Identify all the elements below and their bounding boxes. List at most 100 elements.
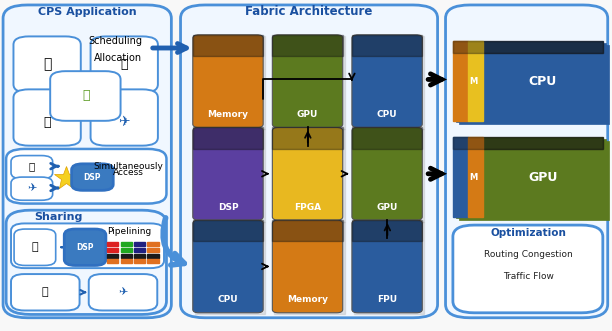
Text: ✈: ✈ xyxy=(27,183,37,193)
Text: Pipelining: Pipelining xyxy=(107,227,151,236)
Bar xyxy=(453,137,468,217)
Bar xyxy=(456,43,606,122)
Bar xyxy=(193,220,263,241)
Bar xyxy=(272,127,343,149)
Bar xyxy=(195,129,265,222)
Bar xyxy=(121,254,132,258)
Bar xyxy=(107,254,118,258)
Bar xyxy=(147,248,159,252)
Text: Access: Access xyxy=(113,167,144,177)
Bar xyxy=(453,41,603,53)
Text: Traffic Flow: Traffic Flow xyxy=(502,272,554,281)
Text: 🏙: 🏙 xyxy=(32,242,38,252)
FancyBboxPatch shape xyxy=(272,35,343,127)
FancyBboxPatch shape xyxy=(6,149,166,204)
FancyBboxPatch shape xyxy=(352,220,422,313)
Text: 🏙: 🏙 xyxy=(29,161,35,171)
Text: GPU: GPU xyxy=(297,110,318,119)
Text: FPGA: FPGA xyxy=(294,203,321,212)
Bar xyxy=(354,36,424,129)
FancyBboxPatch shape xyxy=(352,35,422,127)
Text: ✈: ✈ xyxy=(119,114,130,128)
Bar xyxy=(147,242,159,246)
Bar xyxy=(453,137,603,149)
Text: Memory: Memory xyxy=(287,295,328,304)
FancyArrowPatch shape xyxy=(163,218,184,265)
Bar xyxy=(352,35,422,56)
FancyBboxPatch shape xyxy=(272,127,343,220)
FancyBboxPatch shape xyxy=(14,229,56,265)
Text: ✈: ✈ xyxy=(118,287,128,297)
Bar xyxy=(352,127,422,149)
Text: Allocation: Allocation xyxy=(94,53,142,63)
Text: CPS Application: CPS Application xyxy=(37,7,136,17)
Bar xyxy=(354,129,424,222)
Text: CPU: CPU xyxy=(218,295,238,304)
FancyBboxPatch shape xyxy=(193,220,263,313)
Text: 🏙: 🏙 xyxy=(42,287,48,297)
Bar xyxy=(456,139,606,218)
FancyBboxPatch shape xyxy=(91,89,158,146)
Bar xyxy=(274,222,345,314)
Bar xyxy=(147,259,159,263)
FancyBboxPatch shape xyxy=(6,210,166,314)
Text: Sharing: Sharing xyxy=(34,212,83,222)
FancyBboxPatch shape xyxy=(11,274,80,310)
Bar xyxy=(453,41,603,53)
Bar xyxy=(195,36,265,129)
Bar xyxy=(134,242,145,246)
Bar xyxy=(352,220,422,241)
Bar xyxy=(121,259,132,263)
FancyBboxPatch shape xyxy=(64,229,106,265)
FancyBboxPatch shape xyxy=(50,71,121,121)
Bar xyxy=(274,129,345,222)
Bar xyxy=(147,254,159,258)
Bar xyxy=(134,248,145,252)
Text: M: M xyxy=(470,172,478,182)
Bar xyxy=(453,41,468,121)
Text: M: M xyxy=(470,76,478,86)
Bar xyxy=(272,35,343,56)
Text: Scheduling: Scheduling xyxy=(88,36,142,46)
Bar xyxy=(453,137,603,149)
Text: FPU: FPU xyxy=(377,295,397,304)
Text: 🏥: 🏥 xyxy=(43,116,51,129)
Bar xyxy=(193,35,263,56)
Text: Simultaneously: Simultaneously xyxy=(94,162,163,171)
Text: Memory: Memory xyxy=(207,110,248,119)
Text: 🏭: 🏭 xyxy=(43,58,51,71)
FancyBboxPatch shape xyxy=(89,274,157,310)
Bar xyxy=(453,41,603,121)
FancyBboxPatch shape xyxy=(272,220,343,313)
FancyBboxPatch shape xyxy=(13,36,81,93)
Text: CPU: CPU xyxy=(529,74,557,88)
Text: Routing Congestion: Routing Congestion xyxy=(483,250,573,260)
FancyBboxPatch shape xyxy=(3,5,171,318)
Text: CPU: CPU xyxy=(377,110,397,119)
Bar xyxy=(107,242,118,246)
FancyBboxPatch shape xyxy=(11,156,53,179)
Bar xyxy=(468,41,483,121)
Bar xyxy=(354,222,424,314)
FancyBboxPatch shape xyxy=(446,5,608,318)
Text: DSP: DSP xyxy=(218,203,238,212)
FancyBboxPatch shape xyxy=(181,5,438,318)
Bar xyxy=(468,137,483,217)
Bar xyxy=(121,248,132,252)
FancyBboxPatch shape xyxy=(13,89,81,146)
FancyBboxPatch shape xyxy=(11,177,53,200)
Text: 🚗: 🚗 xyxy=(82,89,89,103)
Bar xyxy=(453,137,603,217)
FancyBboxPatch shape xyxy=(193,127,263,220)
Text: Optimization: Optimization xyxy=(490,228,566,238)
FancyBboxPatch shape xyxy=(453,225,603,313)
Bar xyxy=(459,45,609,124)
Bar xyxy=(121,242,132,246)
Text: GPU: GPU xyxy=(528,170,558,184)
Text: 🏙: 🏙 xyxy=(121,58,128,71)
Text: Fabric Architecture: Fabric Architecture xyxy=(245,5,373,18)
FancyBboxPatch shape xyxy=(72,164,113,190)
Bar xyxy=(274,36,345,129)
Bar xyxy=(272,220,343,241)
Bar xyxy=(195,222,265,314)
